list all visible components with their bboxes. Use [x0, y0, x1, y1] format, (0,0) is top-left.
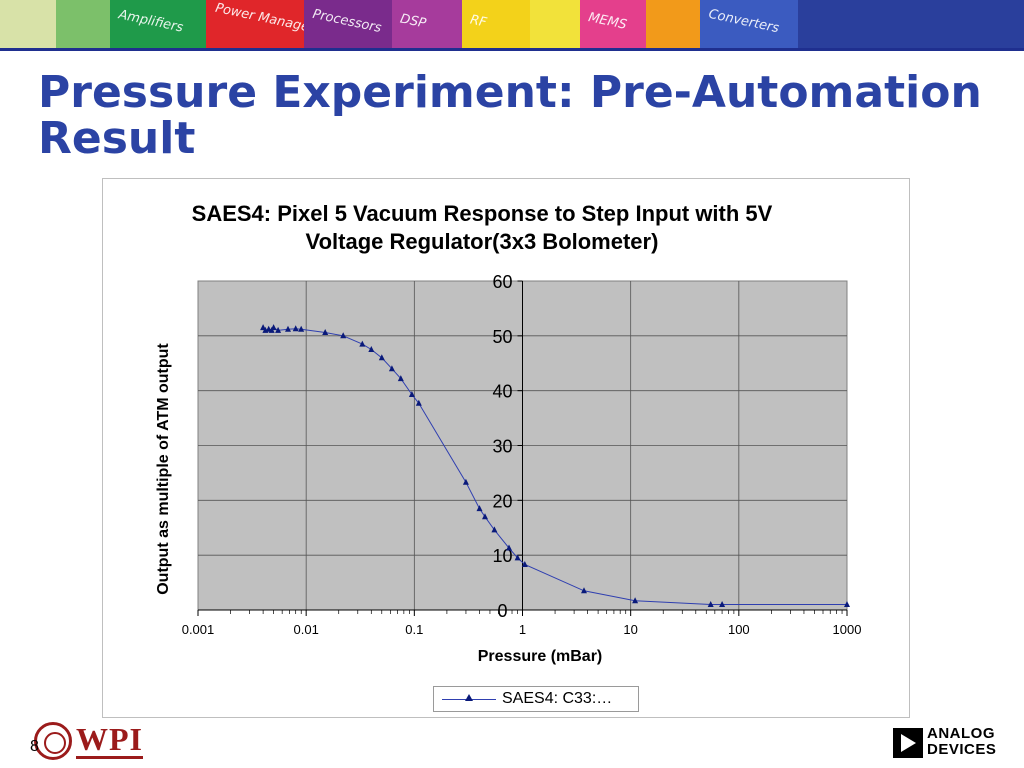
data-point-marker [359, 340, 366, 347]
y-tick-label: 40 [492, 382, 512, 402]
chart-legend: SAES4: C33:… [433, 686, 639, 712]
x-tick-label: 100 [728, 622, 750, 637]
data-point-marker [719, 601, 726, 607]
y-tick-label: 0 [497, 601, 507, 621]
banner-tile: DSP [392, 0, 462, 48]
banner-tile [798, 0, 1024, 48]
data-point-marker [378, 354, 385, 361]
product-banner: Amplifiers Power Management Processors DSP R… [0, 0, 1024, 48]
data-point-marker [844, 601, 850, 607]
x-tick-label: 10 [623, 622, 637, 637]
data-point-marker [581, 587, 587, 594]
analog-devices-logo-text: ANALOG DEVICES [927, 726, 996, 758]
banner-tile: Converters [700, 0, 798, 48]
x-tick-label: 0.01 [294, 622, 319, 637]
analog-devices-line1: ANALOG [927, 725, 995, 742]
slide-title: Pressure Experiment: Pre-Automation Resu… [38, 67, 982, 164]
data-point-marker [632, 597, 639, 604]
data-point-marker [506, 544, 512, 551]
data-point-marker [292, 325, 299, 332]
wpi-seal-logo [34, 722, 72, 760]
data-point-marker [462, 478, 469, 485]
x-tick-label: 0.001 [182, 622, 215, 637]
banner-rule [0, 48, 1024, 51]
banner-tile [646, 0, 700, 48]
x-tick-label: 1 [519, 622, 526, 637]
data-point-marker [285, 325, 291, 332]
slide-number: 8 [30, 738, 39, 755]
x-tick-label: 0.1 [405, 622, 423, 637]
banner-tile [0, 0, 56, 48]
data-point-marker [298, 325, 305, 332]
data-point-marker [476, 505, 483, 512]
banner-tile: MEMS [580, 0, 646, 48]
data-point-marker [322, 329, 329, 335]
legend-series-label: SAES4: C33:… [502, 690, 613, 707]
data-point-marker [270, 324, 277, 331]
data-point-marker [340, 332, 347, 339]
data-point-marker [521, 561, 528, 567]
y-tick-label: 60 [492, 272, 512, 292]
data-point-marker [707, 601, 714, 607]
y-tick-label: 10 [492, 546, 512, 566]
banner-tile [56, 0, 110, 48]
banner-tile: Power Management [206, 0, 304, 48]
chart-title: SAES4: Pixel 5 Vacuum Response to Step I… [191, 201, 773, 254]
y-tick-label: 20 [492, 491, 512, 511]
banner-tile: RF [462, 0, 530, 48]
banner-tile: Processors [304, 0, 392, 48]
data-point-marker [275, 326, 282, 333]
data-point-marker [408, 391, 415, 397]
data-point-marker [491, 526, 498, 533]
banner-tile [530, 0, 580, 48]
y-tick-label: 30 [492, 437, 512, 457]
data-point-marker [368, 346, 375, 352]
analog-devices-logo-icon [893, 728, 923, 758]
x-axis-label: Pressure (mBar) [477, 648, 603, 665]
data-point-marker [415, 399, 422, 406]
legend-series-swatch [442, 689, 496, 709]
x-tick-label: 1000 [833, 622, 862, 637]
data-point-marker [388, 365, 395, 372]
banner-tile: Amplifiers [110, 0, 206, 48]
y-tick-label: 50 [492, 327, 512, 347]
wpi-logo-text: WPI [76, 721, 143, 759]
analog-devices-line2: DEVICES [927, 741, 997, 758]
data-point-marker [397, 375, 404, 382]
data-point-marker [482, 513, 488, 520]
data-point-marker [514, 554, 521, 561]
